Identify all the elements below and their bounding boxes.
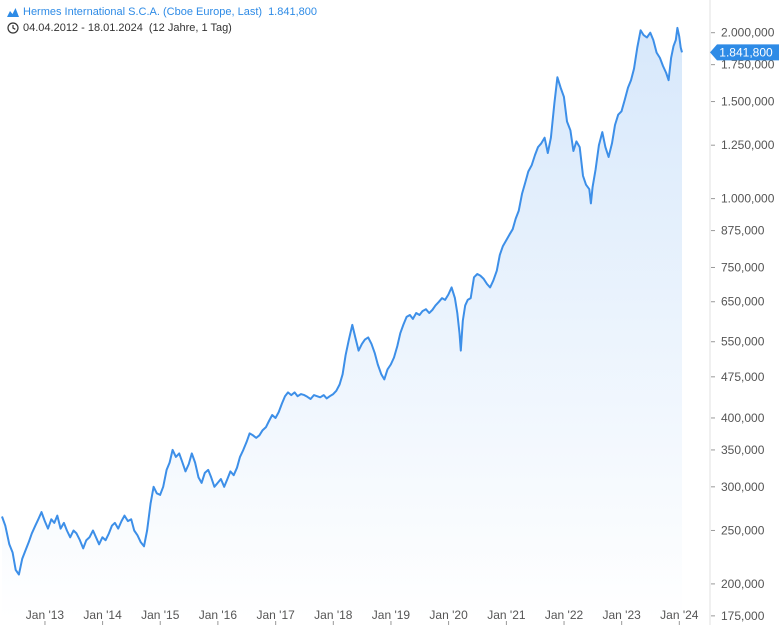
x-tick-label: Jan '19 bbox=[372, 608, 411, 622]
legend-instrument-name: Hermes International S.C.A. (Cboe Europe… bbox=[23, 6, 263, 18]
x-tick-label: Jan '24 bbox=[660, 608, 699, 622]
mountain-chart-icon bbox=[6, 5, 20, 19]
x-tick-label: Jan '17 bbox=[257, 608, 296, 622]
y-tick-label: 1.750,000 bbox=[721, 58, 775, 72]
y-tick-label: 650,000 bbox=[721, 295, 765, 309]
y-tick-label: 1.500,000 bbox=[721, 95, 775, 109]
legend-series-row: Hermes International S.C.A. (Cboe Europe… bbox=[6, 5, 317, 19]
series-line-layer bbox=[1, 26, 683, 576]
x-tick-label: Jan '22 bbox=[545, 608, 584, 622]
x-tick-label: Jan '21 bbox=[487, 608, 526, 622]
last-price-badge: 1.841,800 bbox=[710, 44, 779, 61]
legend-duration: (12 Jahre, 1 Tag) bbox=[148, 22, 232, 34]
area-fill-layer bbox=[2, 27, 682, 620]
y-tick-label: 750,000 bbox=[721, 260, 765, 274]
y-tick-label: 875,000 bbox=[721, 224, 765, 238]
x-tick-label: Jan '14 bbox=[83, 608, 122, 622]
clock-icon bbox=[6, 21, 20, 35]
series-line-0 bbox=[1, 26, 683, 576]
y-tick-label: 300,000 bbox=[721, 480, 765, 494]
last-price-badge-label: 1.841,800 bbox=[719, 45, 773, 59]
y-tick-label: 550,000 bbox=[721, 335, 765, 349]
legend-date-range: 04.04.2012 - 18.01.2024 bbox=[23, 22, 143, 34]
series-area-0 bbox=[2, 27, 682, 620]
y-tick-label: 175,000 bbox=[721, 609, 765, 623]
y-tick-label: 1.000,000 bbox=[721, 192, 775, 206]
x-tick-label: Jan '16 bbox=[199, 608, 238, 622]
x-axis: Jan '13 Jan '14 Jan '15 Jan '16 Jan '17 Jan '… bbox=[26, 608, 699, 625]
x-tick-label: Jan '15 bbox=[141, 608, 180, 622]
y-tick-label: 350,000 bbox=[721, 443, 765, 457]
y-tick-label: 1.250,000 bbox=[721, 138, 775, 152]
x-tick-label: Jan '20 bbox=[429, 608, 468, 622]
y-axis: 175,000 200,000 250,000 300,000 350,000 400,0… bbox=[709, 0, 775, 625]
x-tick-label: Jan '18 bbox=[314, 608, 353, 622]
x-tick-label: Jan '13 bbox=[26, 608, 65, 622]
legend-range-row: 04.04.2012 - 18.01.2024 (12 Jahre, 1 Tag… bbox=[6, 21, 232, 35]
y-tick-label: 475,000 bbox=[721, 370, 765, 384]
y-tick-label: 250,000 bbox=[721, 523, 765, 537]
legend-last-value: 1.841,800 bbox=[268, 6, 317, 18]
y-tick-label: 400,000 bbox=[721, 411, 765, 425]
y-tick-label: 200,000 bbox=[721, 577, 765, 591]
last-price-badge-bg bbox=[710, 44, 779, 61]
x-tick-label: Jan '23 bbox=[603, 608, 642, 622]
y-tick-label: 2.000,000 bbox=[721, 26, 775, 40]
